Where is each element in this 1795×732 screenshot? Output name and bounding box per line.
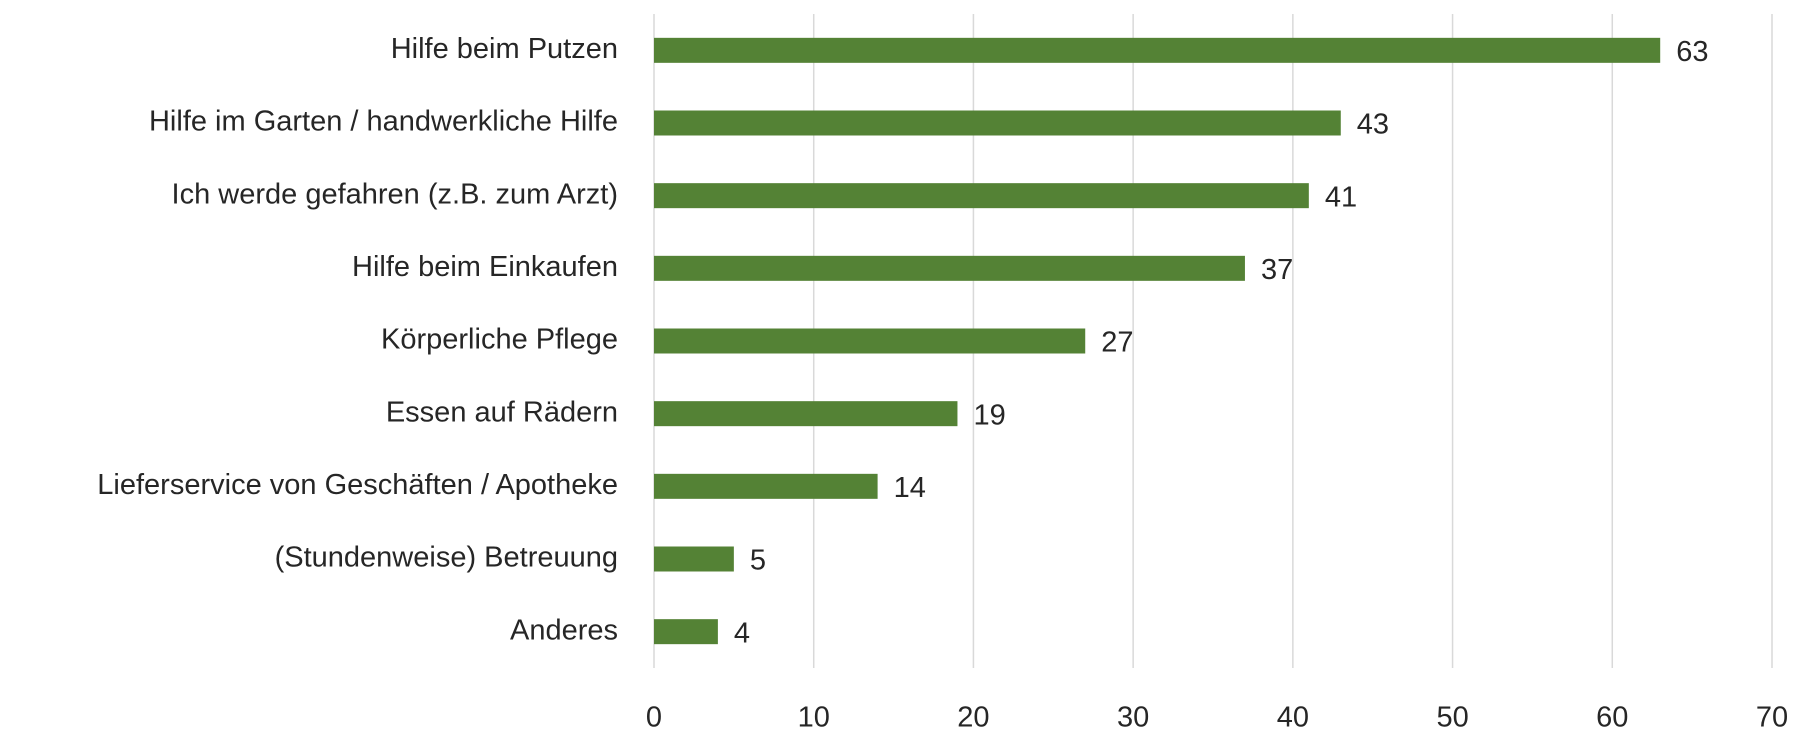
- x-tick-label: 10: [798, 702, 830, 732]
- data-label: 41: [1325, 181, 1357, 213]
- bar: [654, 183, 1309, 209]
- x-tick-label: 0: [646, 702, 662, 732]
- y-tick-label: Lieferservice von Geschäften / Apotheke: [97, 469, 618, 501]
- data-label: 19: [973, 399, 1005, 431]
- data-label: 4: [734, 617, 750, 649]
- x-tick-label: 20: [957, 702, 989, 732]
- data-label: 43: [1357, 109, 1389, 141]
- data-label: 63: [1676, 36, 1708, 68]
- x-tick-label: 70: [1756, 702, 1788, 732]
- y-tick-label: Anderes: [510, 614, 618, 646]
- y-tick-label: Essen auf Rädern: [386, 396, 618, 428]
- y-tick-label: Hilfe im Garten / handwerkliche Hilfe: [149, 106, 618, 138]
- bar: [654, 328, 1086, 354]
- data-label: 14: [894, 472, 926, 504]
- y-tick-label: Hilfe beim Putzen: [391, 33, 618, 65]
- x-tick-label: 40: [1277, 702, 1309, 732]
- data-label: 27: [1101, 327, 1133, 359]
- data-label: 37: [1261, 254, 1293, 286]
- x-tick-label: 30: [1117, 702, 1149, 732]
- data-label: 5: [750, 545, 766, 577]
- x-tick-label: 60: [1596, 702, 1628, 732]
- y-tick-label: (Stundenweise) Betreuung: [275, 542, 618, 574]
- x-tick-label: 50: [1436, 702, 1468, 732]
- y-tick-label: Hilfe beim Einkaufen: [352, 251, 618, 283]
- bar: [654, 473, 878, 499]
- y-tick-label: Ich werde gefahren (z.B. zum Arzt): [172, 178, 618, 210]
- bar: [654, 37, 1661, 63]
- bar: [654, 619, 718, 645]
- bar: [654, 546, 734, 572]
- bar: [654, 401, 958, 427]
- bar: [654, 110, 1341, 136]
- bar: [654, 255, 1245, 281]
- y-tick-label: Körperliche Pflege: [381, 324, 618, 356]
